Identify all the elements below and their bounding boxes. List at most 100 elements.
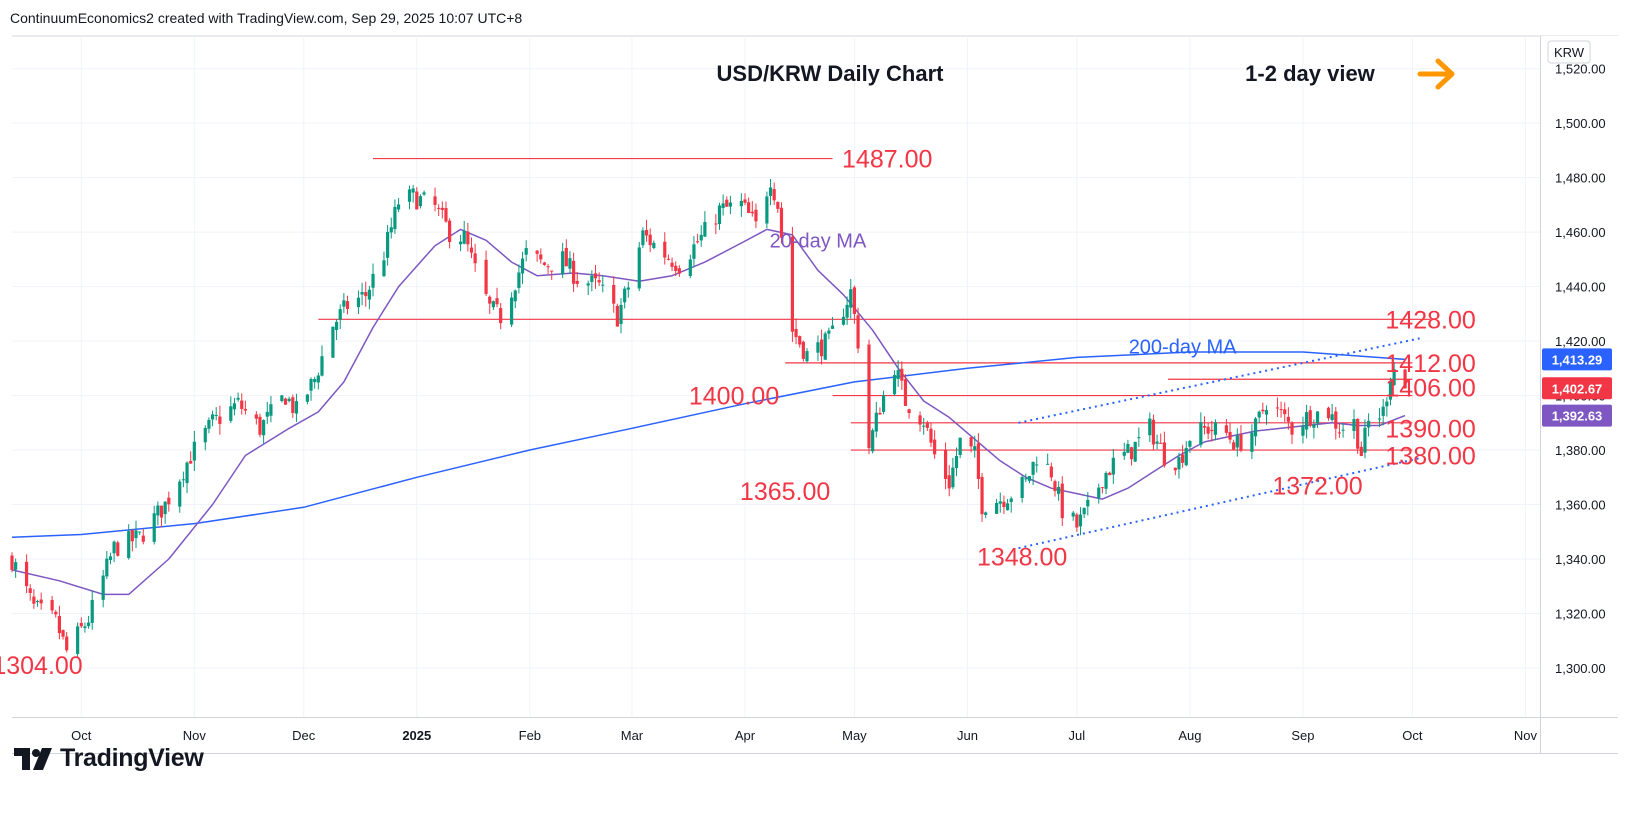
candle-body (462, 230, 466, 244)
candle-body (1279, 409, 1283, 411)
candle-body (1283, 409, 1287, 415)
candle-body (1155, 441, 1159, 444)
tradingview-logo[interactable]: TradingView (14, 744, 204, 773)
candle-body (1188, 440, 1192, 447)
candle-body (1035, 464, 1039, 466)
candle-body (1078, 514, 1083, 527)
candle-body (495, 298, 499, 305)
candle-body (524, 248, 528, 255)
candle-body (101, 575, 105, 600)
candle-body (1097, 487, 1101, 498)
candle-body (900, 368, 904, 381)
chart-attribution: ContinuumEconomics2 created with Trading… (10, 10, 523, 26)
candle-body (1151, 419, 1156, 445)
currency-box[interactable] (1547, 40, 1591, 64)
candle-body (1385, 401, 1389, 407)
candle-body (1148, 418, 1152, 436)
candle-body (1253, 418, 1258, 437)
candle-body (535, 250, 539, 254)
candle-body (287, 398, 291, 402)
x-tick-label: Nov (1514, 728, 1538, 743)
candle-body (356, 297, 361, 308)
x-tick-label: Oct (71, 728, 92, 743)
candle-body (623, 288, 627, 303)
y-tick-label: 1,380.00 (1555, 443, 1606, 458)
candle-body (819, 339, 824, 357)
candle-body (572, 260, 576, 284)
x-tick-label: Mar (621, 728, 644, 743)
candle-body (597, 280, 601, 283)
candle-body (1162, 442, 1166, 466)
candle-body (79, 622, 83, 627)
candle-body (1100, 487, 1104, 489)
candle-body (305, 394, 309, 402)
candle-body (1020, 477, 1024, 499)
candle-body (1202, 426, 1207, 428)
candle-body (207, 419, 211, 429)
candle-body (830, 325, 835, 329)
candle-body (1082, 507, 1086, 515)
candle-body (163, 501, 167, 515)
candle-body (922, 425, 926, 427)
candle-body (444, 208, 448, 222)
candle-body (896, 370, 900, 379)
candle-body (750, 211, 754, 214)
candle-body (798, 336, 802, 345)
price-badge-label: 1,402.67 (1552, 381, 1603, 396)
candle-body (867, 344, 871, 449)
candle-body (1206, 426, 1210, 434)
candle-body (1181, 454, 1185, 463)
candle-body (14, 562, 18, 570)
candle-body (386, 231, 390, 258)
candle-body (294, 401, 299, 414)
y-tick-label: 1,480.00 (1555, 171, 1606, 186)
candle-body (1122, 451, 1126, 456)
candle-body (1305, 412, 1309, 430)
channel-line (1018, 457, 1420, 550)
candle-body (422, 192, 426, 195)
candle-body (998, 501, 1002, 504)
candle-body (342, 300, 346, 307)
candle-body (229, 406, 233, 421)
candle-body (1352, 419, 1356, 432)
x-tick-label: 2025 (402, 728, 431, 743)
candle-body (254, 414, 258, 419)
candle-body (178, 481, 182, 507)
candle-body (291, 397, 295, 413)
level-label: 1380.00 (1385, 442, 1475, 470)
level-label: 1406.00 (1385, 374, 1475, 402)
support-resistance-levels (318, 157, 1431, 451)
candle-body (1031, 461, 1035, 475)
tradingview-logo-icon (14, 747, 52, 770)
candle-body (728, 202, 733, 207)
ma200-line (11, 351, 1406, 538)
candle-body (510, 297, 514, 325)
candle-body (1086, 499, 1090, 507)
candle-body (57, 615, 62, 634)
time-axis: Oct Nov Dec 2025 Feb Mar Apr May Jun Jul Aug Sep Oct… (71, 728, 1537, 743)
candle-body (1367, 420, 1371, 428)
candle-body (1250, 432, 1254, 452)
chart-border-top (12, 35, 1618, 37)
candle-body (1137, 437, 1141, 439)
candle-body (794, 328, 798, 338)
candle-body (50, 600, 54, 611)
candle-body (644, 229, 649, 236)
candle-body (725, 199, 729, 207)
candle-body (1334, 411, 1338, 429)
candle-body (1388, 381, 1393, 400)
y-tick-label: 1,320.00 (1555, 606, 1606, 621)
candle-body (1290, 422, 1294, 435)
candle-body (484, 259, 488, 294)
candle-body (448, 220, 452, 243)
x-tick-label: May (842, 728, 867, 743)
candle-body (240, 400, 244, 409)
candle-body (265, 411, 269, 417)
candle-body (236, 397, 240, 400)
candle-body (407, 189, 412, 202)
candle-body (418, 196, 423, 207)
tradingview-brand: TradingView (60, 744, 204, 772)
level-label: 1348.00 (977, 543, 1067, 571)
candle-body (823, 333, 827, 360)
